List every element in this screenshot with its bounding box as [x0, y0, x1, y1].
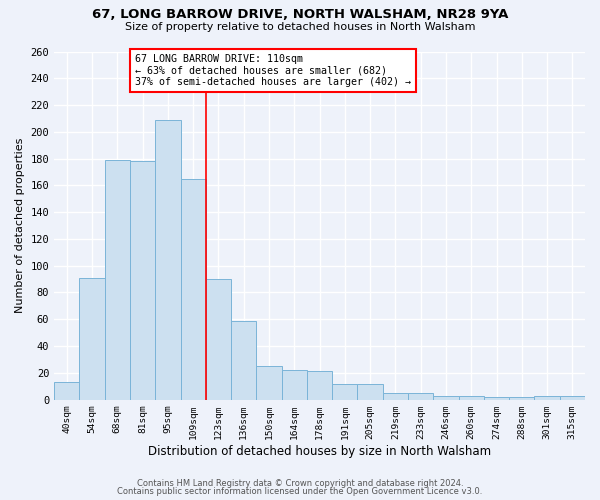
Bar	[155, 120, 181, 400]
X-axis label: Distribution of detached houses by size in North Walsham: Distribution of detached houses by size …	[148, 444, 491, 458]
Bar	[181, 178, 206, 400]
Text: 67, LONG BARROW DRIVE, NORTH WALSHAM, NR28 9YA: 67, LONG BARROW DRIVE, NORTH WALSHAM, NR…	[92, 8, 508, 20]
Bar	[509, 397, 535, 400]
Bar	[358, 384, 383, 400]
Text: Contains HM Land Registry data © Crown copyright and database right 2024.: Contains HM Land Registry data © Crown c…	[137, 478, 463, 488]
Bar	[231, 320, 256, 400]
Bar	[458, 396, 484, 400]
Bar	[383, 393, 408, 400]
Bar	[54, 382, 79, 400]
Bar	[408, 393, 433, 400]
Bar	[256, 366, 281, 400]
Bar	[307, 372, 332, 400]
Bar	[79, 278, 105, 400]
Text: 67 LONG BARROW DRIVE: 110sqm
← 63% of detached houses are smaller (682)
37% of s: 67 LONG BARROW DRIVE: 110sqm ← 63% of de…	[135, 54, 411, 88]
Bar	[206, 279, 231, 400]
Bar	[560, 396, 585, 400]
Bar	[281, 370, 307, 400]
Bar	[332, 384, 358, 400]
Text: Contains public sector information licensed under the Open Government Licence v3: Contains public sector information licen…	[118, 487, 482, 496]
Y-axis label: Number of detached properties: Number of detached properties	[15, 138, 25, 313]
Bar	[433, 396, 458, 400]
Text: Size of property relative to detached houses in North Walsham: Size of property relative to detached ho…	[125, 22, 475, 32]
Bar	[105, 160, 130, 400]
Bar	[484, 397, 509, 400]
Bar	[130, 162, 155, 400]
Bar	[535, 396, 560, 400]
